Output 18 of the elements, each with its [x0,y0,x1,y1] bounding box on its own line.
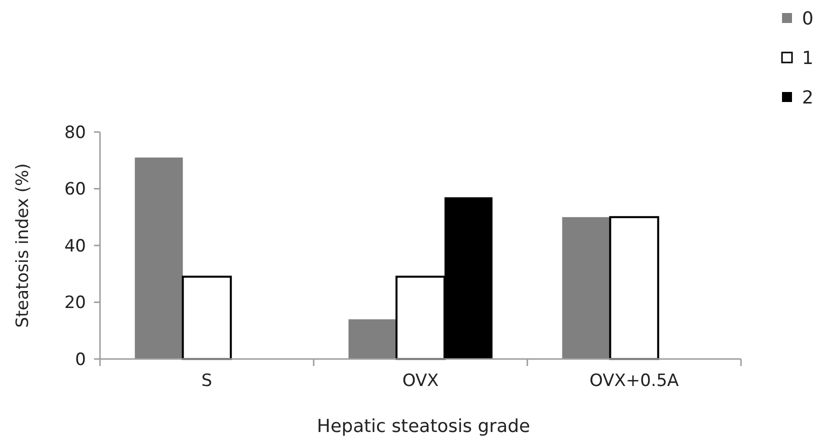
legend-label: 2 [802,87,814,108]
legend-label: 1 [802,48,814,69]
bar [348,319,396,359]
x-tick-label: OVX [402,371,440,391]
x-tick-label: OVX+0.5A [590,371,680,391]
y-tick-label: 40 [64,236,86,256]
bar [609,216,660,360]
legend-label: 0 [802,8,814,30]
y-tick-label: 80 [64,122,86,143]
y-axis-title: Steatosis index (%) [13,163,33,328]
y-tick-label: 20 [64,293,86,314]
x-axis-title: Hepatic steatosis grade [316,416,530,437]
bar [182,276,232,360]
bar [134,158,183,359]
x-tick-label: S [201,371,212,391]
y-tick-label: 0 [75,350,86,370]
bar [562,217,610,359]
y-tick-label: 60 [64,180,86,200]
